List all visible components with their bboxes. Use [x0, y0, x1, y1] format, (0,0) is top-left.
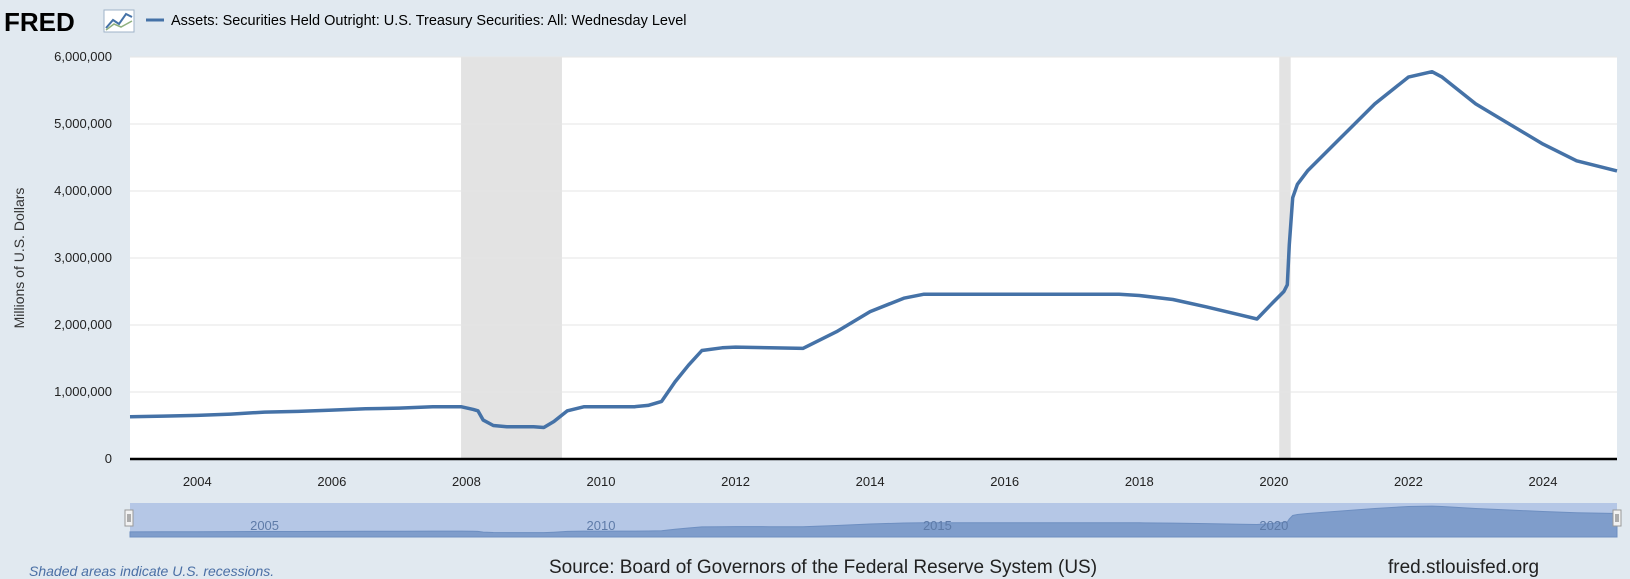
legend-item[interactable]: Assets: Securities Held Outright: U.S. T… [146, 13, 687, 29]
fred-url-link[interactable]: fred.stlouisfed.org [1388, 557, 1539, 578]
x-axis-ticks: 2004 2006 2008 2010 2012 2014 2016 2018 2020 2022… [183, 474, 1558, 489]
navigator-year-label: 2020 [1259, 518, 1288, 533]
x-tick-label: 2020 [1259, 474, 1288, 489]
x-tick-label: 2014 [856, 474, 885, 489]
legend-label: Assets: Securities Held Outright: U.S. T… [171, 13, 687, 29]
navigator-year-label: 2010 [587, 518, 616, 533]
navigator-left-handle[interactable] [124, 509, 134, 527]
x-tick-label: 2008 [452, 474, 481, 489]
x-tick-label: 2022 [1394, 474, 1423, 489]
navigator-year-label: 2015 [923, 518, 952, 533]
x-tick-label: 2024 [1529, 474, 1558, 489]
navigator-year-labels: 2005 2010 2015 2020 [250, 518, 1288, 533]
y-tick-label: 5,000,000 [54, 116, 112, 131]
x-tick-label: 2016 [990, 474, 1019, 489]
x-tick-label: 2010 [587, 474, 616, 489]
y-axis-label: Millions of U.S. Dollars [11, 188, 27, 329]
navigator-year-label: 2005 [250, 518, 279, 533]
y-tick-label: 1,000,000 [54, 384, 112, 399]
source-text: Source: Board of Governors of the Federa… [549, 557, 1097, 578]
navigator-series-area [129, 505, 1618, 538]
x-tick-label: 2012 [721, 474, 750, 489]
fred-logo-text: FRED [4, 7, 75, 37]
y-tick-label: 2,000,000 [54, 317, 112, 332]
y-axis-ticks: 0 1,000,000 2,000,000 3,000,000 4,000,000 5,0… [54, 49, 112, 466]
fred-logo[interactable]: FRED [4, 7, 135, 37]
recession-note: Shaded areas indicate U.S. recessions. [29, 563, 274, 579]
x-tick-label: 2004 [183, 474, 212, 489]
series-line[interactable] [129, 69, 1618, 430]
y-tick-label: 3,000,000 [54, 250, 112, 265]
x-tick-label: 2018 [1125, 474, 1154, 489]
trend-icon [103, 9, 135, 33]
y-tick-label: 6,000,000 [54, 49, 112, 64]
grid-lines [130, 56, 1617, 393]
navigator-right-handle[interactable] [1612, 509, 1622, 527]
y-tick-label: 4,000,000 [54, 183, 112, 198]
x-tick-label: 2006 [317, 474, 346, 489]
range-navigator[interactable]: 2005 2010 2015 2020 [124, 503, 1622, 538]
y-tick-label: 0 [105, 451, 112, 466]
